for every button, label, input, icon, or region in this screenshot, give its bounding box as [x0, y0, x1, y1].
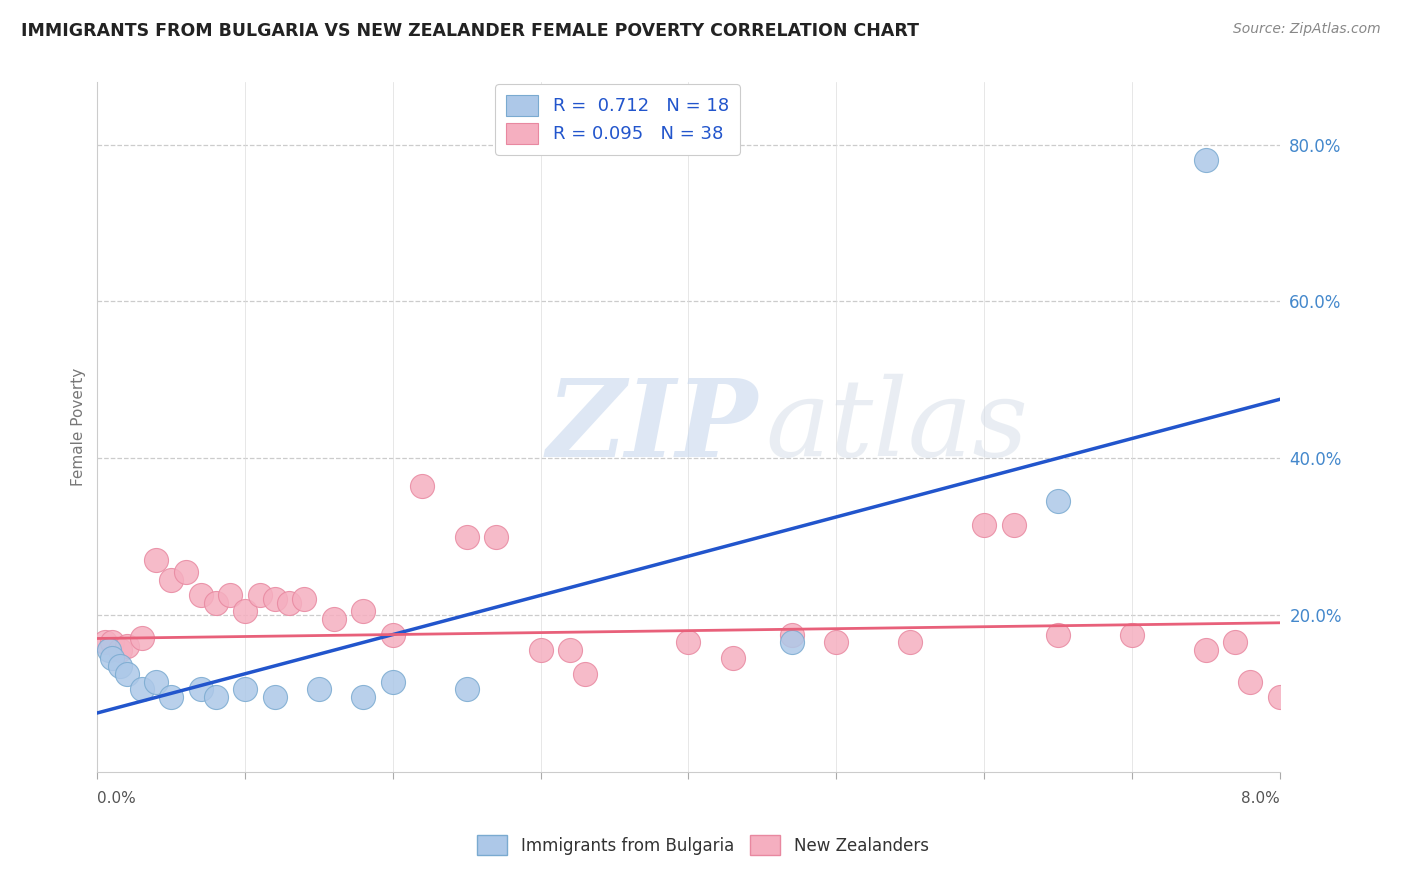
Point	[898, 635, 921, 649]
Point	[1225, 635, 1247, 649]
Point	[1268, 690, 1291, 705]
Point	[278, 596, 301, 610]
Point	[780, 627, 803, 641]
Point	[108, 643, 131, 657]
Point	[263, 592, 285, 607]
Point	[115, 666, 138, 681]
Text: Source: ZipAtlas.com: Source: ZipAtlas.com	[1233, 22, 1381, 37]
Text: 0.0%: 0.0%	[97, 791, 136, 805]
Point	[560, 643, 582, 657]
Point	[190, 682, 212, 697]
Point	[204, 596, 226, 610]
Text: IMMIGRANTS FROM BULGARIA VS NEW ZEALANDER FEMALE POVERTY CORRELATION CHART: IMMIGRANTS FROM BULGARIA VS NEW ZEALANDE…	[21, 22, 920, 40]
Point	[1195, 153, 1218, 168]
Point	[263, 690, 285, 705]
Point	[721, 651, 744, 665]
Legend: Immigrants from Bulgaria, New Zealanders: Immigrants from Bulgaria, New Zealanders	[471, 829, 935, 862]
Point	[115, 640, 138, 654]
Point	[249, 588, 271, 602]
Point	[352, 690, 374, 705]
Text: 8.0%: 8.0%	[1241, 791, 1279, 805]
Point	[174, 565, 197, 579]
Point	[825, 635, 848, 649]
Point	[98, 643, 121, 657]
Point	[456, 530, 478, 544]
Point	[973, 517, 995, 532]
Text: ZIP: ZIP	[547, 374, 758, 480]
Point	[160, 573, 183, 587]
Point	[530, 643, 553, 657]
Point	[485, 530, 508, 544]
Point	[145, 553, 167, 567]
Point	[1046, 627, 1069, 641]
Point	[381, 627, 404, 641]
Point	[190, 588, 212, 602]
Point	[233, 682, 256, 697]
Point	[292, 592, 315, 607]
Point	[93, 635, 115, 649]
Point	[131, 632, 153, 646]
Point	[574, 666, 596, 681]
Point	[1121, 627, 1143, 641]
Point	[204, 690, 226, 705]
Point	[101, 651, 124, 665]
Point	[145, 674, 167, 689]
Point	[381, 674, 404, 689]
Point	[352, 604, 374, 618]
Point	[322, 612, 344, 626]
Point	[160, 690, 183, 705]
Y-axis label: Female Poverty: Female Poverty	[72, 368, 86, 486]
Point	[101, 635, 124, 649]
Point	[678, 635, 700, 649]
Point	[308, 682, 330, 697]
Point	[219, 588, 242, 602]
Point	[1239, 674, 1261, 689]
Point	[1195, 643, 1218, 657]
Point	[108, 659, 131, 673]
Point	[411, 478, 433, 492]
Point	[456, 682, 478, 697]
Point	[233, 604, 256, 618]
Point	[1002, 517, 1025, 532]
Point	[780, 635, 803, 649]
Legend: R =  0.712   N = 18, R = 0.095   N = 38: R = 0.712 N = 18, R = 0.095 N = 38	[495, 84, 740, 154]
Point	[131, 682, 153, 697]
Text: atlas: atlas	[765, 374, 1028, 479]
Point	[1046, 494, 1069, 508]
